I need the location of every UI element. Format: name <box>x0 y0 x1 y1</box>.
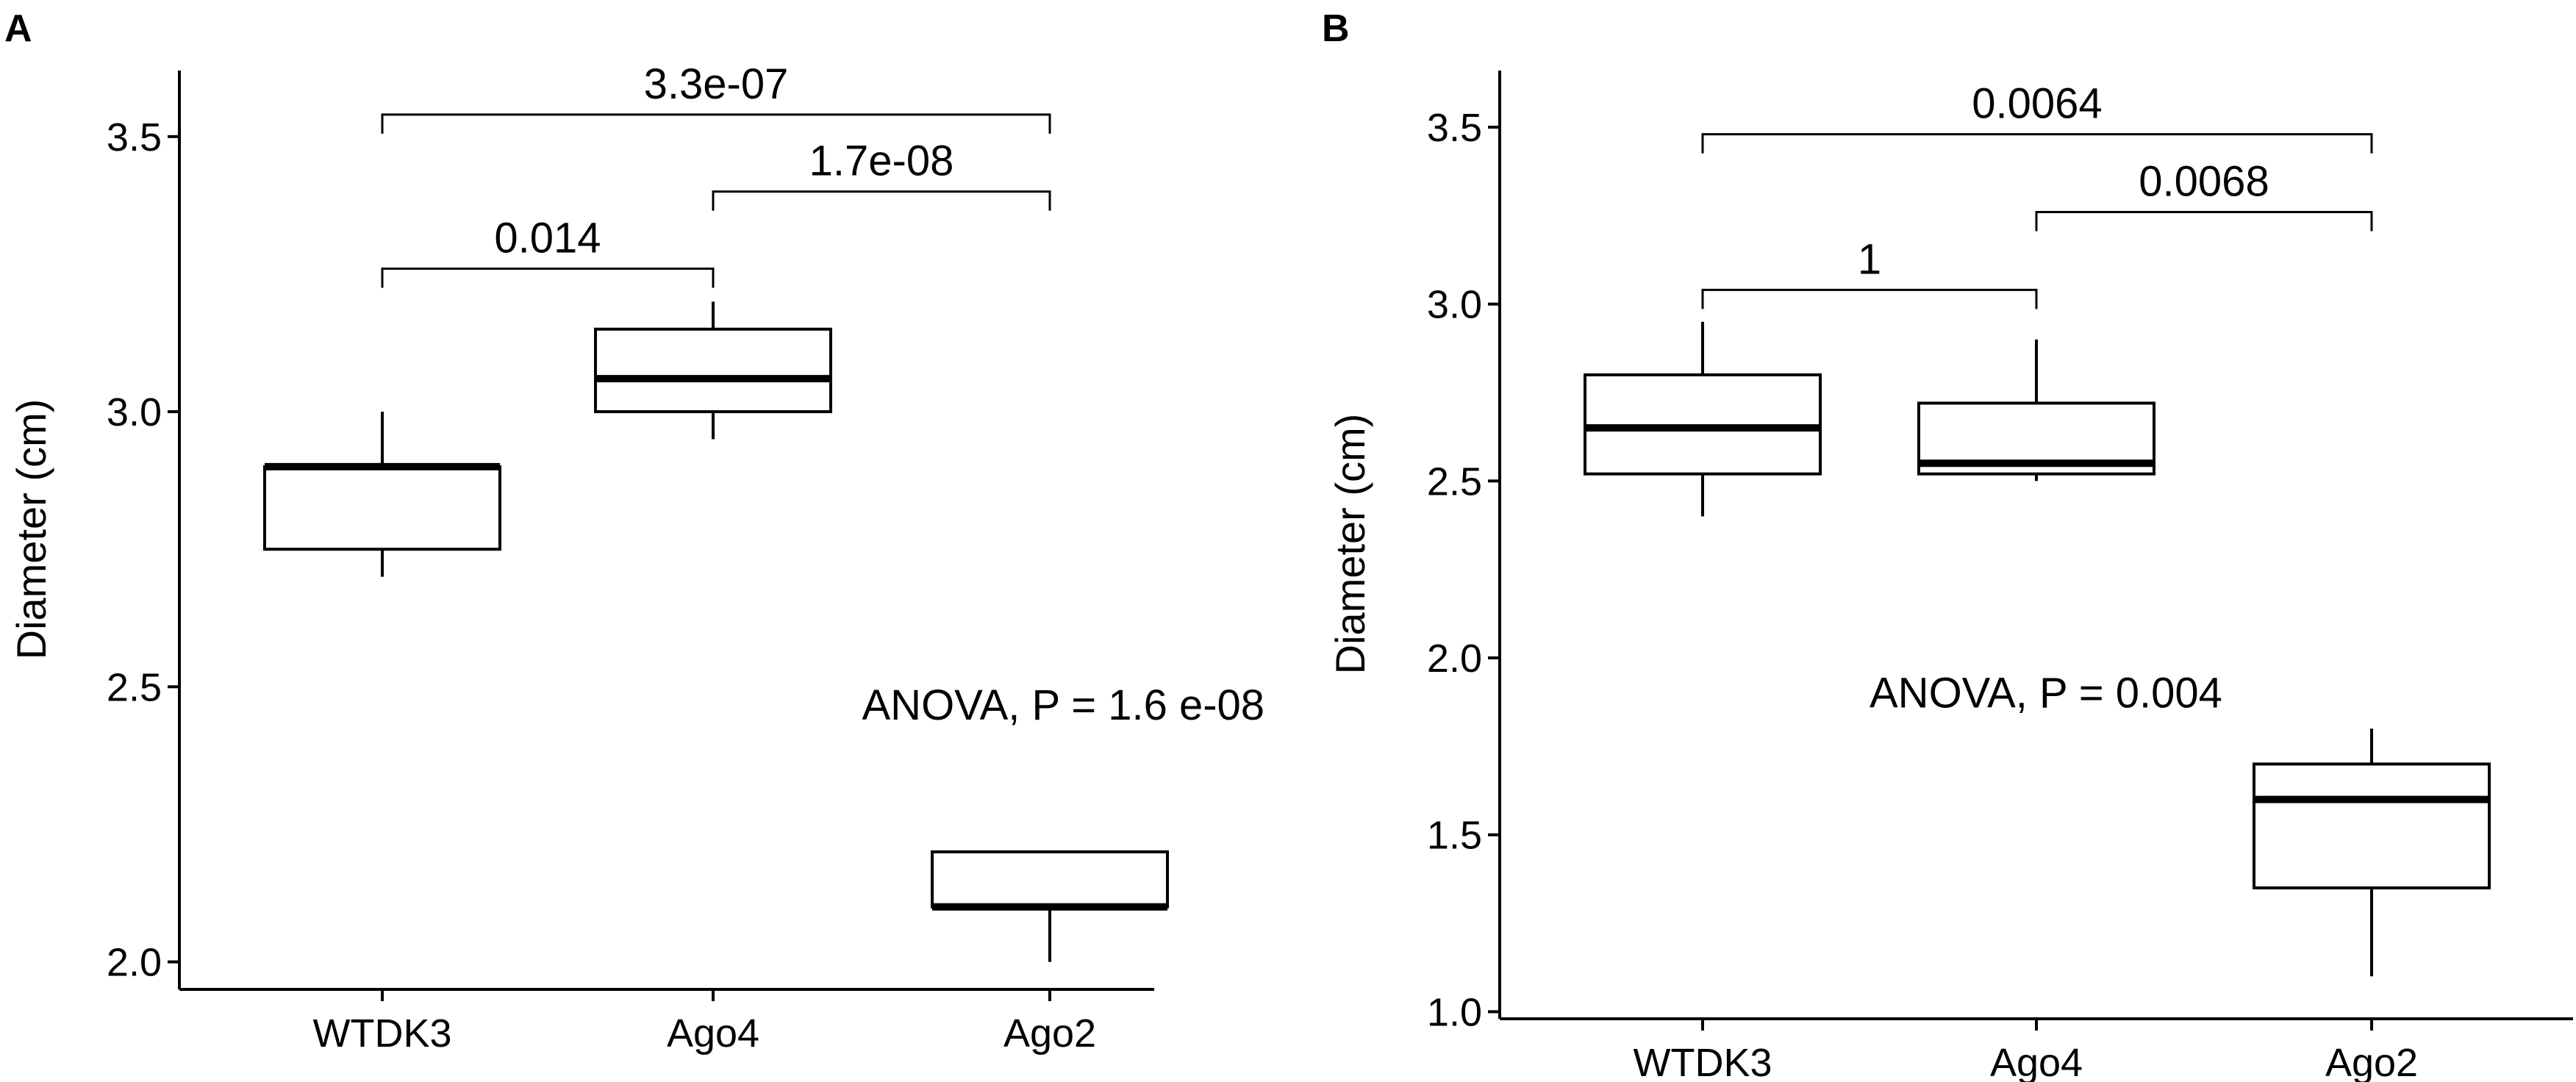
p-value-label: 0.014 <box>494 214 601 262</box>
box-ago2 <box>931 850 1169 962</box>
box-iqr <box>594 327 832 414</box>
anova-annotation: ANOVA, P = 1.6 e-08 <box>862 681 1265 729</box>
bracket-line <box>381 267 715 288</box>
bracket-line <box>1701 133 2373 154</box>
box-iqr <box>2253 762 2491 889</box>
bracket-line <box>1701 288 2038 309</box>
p-value-label: 1.7e-08 <box>809 137 954 185</box>
box-iqr <box>263 465 501 551</box>
box-wtdk3 <box>1584 321 1822 517</box>
y-tick-label: 3.5 <box>1427 106 1482 150</box>
comparison-bracket: 0.0068 <box>2035 158 2373 232</box>
bracket-line <box>2035 211 2373 232</box>
comparison-bracket: 3.3e-07 <box>381 60 1051 134</box>
y-tick-label: 2.5 <box>1427 459 1482 504</box>
p-value-label: 3.3e-07 <box>644 60 789 108</box>
box-iqr <box>931 850 1169 909</box>
bracket-line <box>381 113 1051 134</box>
comparison-bracket: 0.0064 <box>1701 80 2373 154</box>
bracket-line <box>712 190 1051 211</box>
y-tick-label: 2.0 <box>107 941 162 985</box>
anova-annotation: ANOVA, P = 0.004 <box>1870 669 2222 717</box>
box-ago4 <box>1917 339 2155 481</box>
y-tick-label: 2.5 <box>107 665 162 709</box>
panel-b-label: B <box>1322 7 1350 50</box>
y-tick-label: 3.0 <box>1427 283 1482 327</box>
p-value-label: 0.0068 <box>2139 158 2269 206</box>
y-axis-title: Diameter (cm) <box>8 399 54 660</box>
y-tick-label: 3.0 <box>107 390 162 434</box>
y-tick-label: 3.5 <box>107 115 162 160</box>
p-value-label: 1 <box>1858 235 1881 283</box>
panel-b-chart: 1.0 1.5 2.0 2.5 3.0 3.5 WTDK3 Ago4 Ago2 Diameter … <box>1327 71 2573 1082</box>
x-tick-label: Ago4 <box>1990 1041 2083 1082</box>
p-value-label: 0.0064 <box>1972 80 2102 128</box>
x-tick-label: Ago2 <box>2325 1041 2418 1082</box>
comparison-bracket: 0.014 <box>381 214 715 288</box>
x-tick-label: Ago2 <box>1003 1011 1096 1056</box>
panel-a-label: A <box>4 7 32 50</box>
box-ago2 <box>2253 728 2491 977</box>
box-ago4 <box>594 301 832 440</box>
x-tick-label: WTDK3 <box>1634 1041 1772 1082</box>
x-tick-label: Ago4 <box>667 1011 759 1056</box>
y-axis-title: Diameter (cm) <box>1327 414 1373 675</box>
panel-a-chart: 2.0 2.5 3.0 3.5 WTDK3 Ago4 Ago2 Diameter (cm) 0.… <box>8 60 1264 1056</box>
y-tick-label: 2.0 <box>1427 637 1482 681</box>
y-tick-label: 1.5 <box>1427 814 1482 858</box>
x-tick-label: WTDK3 <box>313 1011 452 1056</box>
comparison-bracket: 1 <box>1701 235 2038 309</box>
box-wtdk3 <box>263 412 501 577</box>
comparison-bracket: 1.7e-08 <box>712 137 1051 211</box>
y-tick-label: 1.0 <box>1427 990 1482 1034</box>
